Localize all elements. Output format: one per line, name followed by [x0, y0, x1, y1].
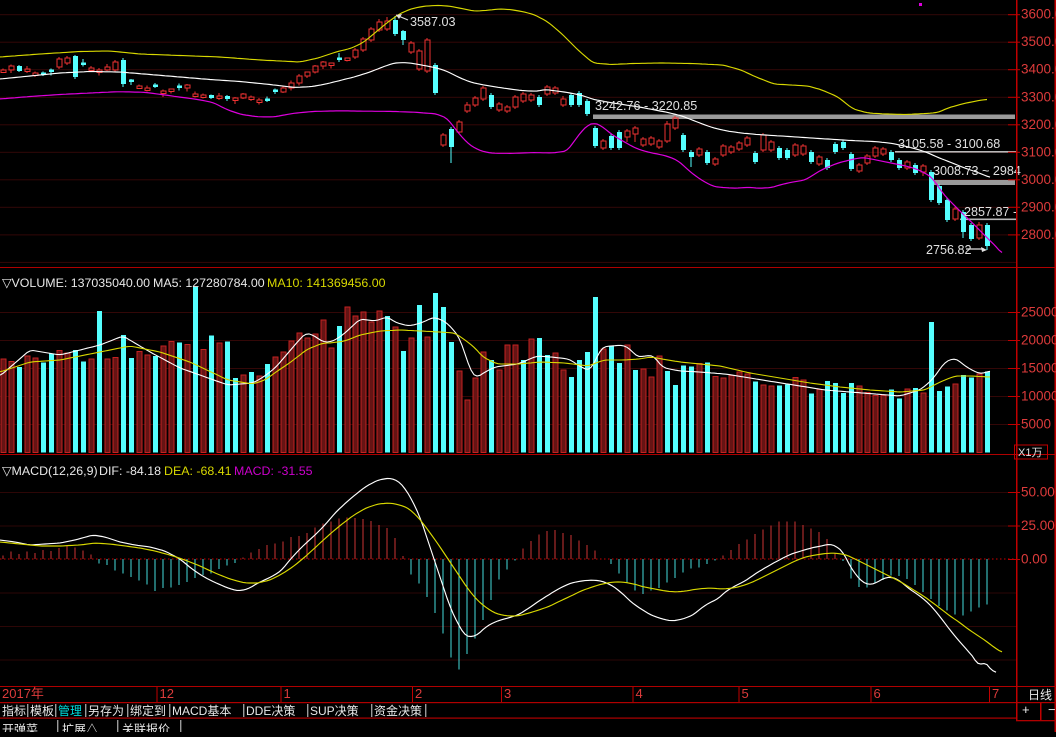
- svg-text:3200.00: 3200.00: [1021, 117, 1056, 132]
- svg-text:1: 1: [284, 686, 291, 701]
- svg-text:扩展△: 扩展△: [62, 723, 98, 733]
- svg-text:管理: 管理: [58, 703, 82, 718]
- svg-text:3587.03: 3587.03: [410, 15, 456, 29]
- svg-text:▽VOLUME: 137035040.00: ▽VOLUME: 137035040.00: [2, 276, 150, 290]
- svg-text:3100.00: 3100.00: [1021, 144, 1056, 159]
- svg-text:3242.76 - 3220.85: 3242.76 - 3220.85: [595, 99, 697, 113]
- svg-text:12: 12: [160, 686, 174, 701]
- svg-text:−: −: [1048, 702, 1056, 717]
- svg-text:MACD: -31.55: MACD: -31.55: [234, 464, 313, 478]
- svg-text:7: 7: [992, 686, 999, 701]
- svg-text:模板: 模板: [30, 704, 54, 718]
- svg-text:3600.00: 3600.00: [1021, 7, 1056, 22]
- svg-text:3008.73 ~ 2984: 3008.73 ~ 2984: [933, 164, 1021, 178]
- svg-text:20000: 20000: [1021, 333, 1056, 348]
- svg-text:DEA: -68.41: DEA: -68.41: [164, 464, 232, 478]
- svg-text:3400.00: 3400.00: [1021, 62, 1056, 77]
- svg-text:50.00: 50.00: [1021, 485, 1055, 500]
- svg-text:2: 2: [415, 686, 422, 701]
- svg-text:MA10: 141369456.00: MA10: 141369456.00: [267, 276, 386, 290]
- svg-text:3105.58 - 3100.68: 3105.58 - 3100.68: [898, 137, 1000, 151]
- svg-text:15000: 15000: [1021, 361, 1056, 376]
- svg-text:MA5: 127280784.00: MA5: 127280784.00: [153, 276, 265, 290]
- svg-text:3: 3: [504, 686, 511, 701]
- svg-text:绑定到: 绑定到: [130, 703, 166, 718]
- svg-text:DDE决策: DDE决策: [246, 704, 295, 718]
- svg-text:SUP决策: SUP决策: [310, 704, 359, 718]
- svg-text:DIF: -84.18: DIF: -84.18: [99, 464, 161, 478]
- svg-text:MACD基本: MACD基本: [172, 704, 231, 718]
- svg-text:3300.00: 3300.00: [1021, 89, 1056, 104]
- svg-text:日线: 日线: [1028, 688, 1052, 702]
- svg-text:3000.00: 3000.00: [1021, 172, 1056, 187]
- svg-text:6: 6: [874, 686, 881, 701]
- svg-text:25000: 25000: [1021, 305, 1056, 320]
- svg-text:资金决策: 资金决策: [374, 703, 422, 718]
- svg-text:10000: 10000: [1021, 389, 1056, 404]
- svg-text:2800.00: 2800.00: [1021, 227, 1056, 242]
- svg-text:关联报价: 关联报价: [122, 722, 170, 733]
- svg-text:2900.00: 2900.00: [1021, 199, 1056, 214]
- svg-text:指标: 指标: [2, 703, 26, 718]
- svg-text:▽MACD(12,26,9): ▽MACD(12,26,9): [2, 464, 98, 478]
- svg-text:X1万: X1万: [1018, 447, 1042, 459]
- svg-text:25.00: 25.00: [1021, 518, 1055, 533]
- svg-text:+: +: [1022, 702, 1030, 717]
- svg-text:开弹菜: 开弹菜: [2, 723, 38, 733]
- svg-text:另存为: 另存为: [88, 704, 124, 718]
- svg-text:0.00: 0.00: [1021, 552, 1047, 567]
- svg-text:2756.82: 2756.82: [926, 243, 972, 257]
- svg-text:5000: 5000: [1021, 417, 1051, 432]
- svg-text:3500.00: 3500.00: [1021, 34, 1056, 49]
- svg-text:4: 4: [636, 686, 643, 701]
- svg-text:5: 5: [742, 686, 749, 701]
- svg-text:2017年: 2017年: [2, 686, 44, 701]
